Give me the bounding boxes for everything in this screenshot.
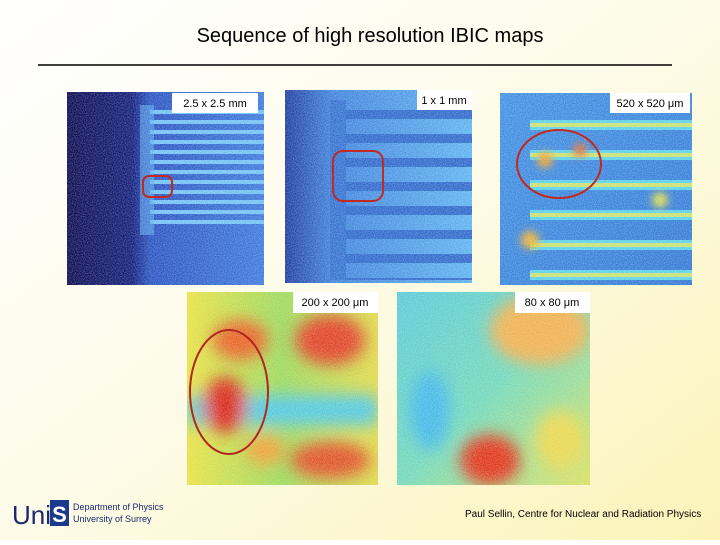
logo-mark-box (50, 500, 69, 526)
logo-university: University of Surrey (73, 514, 152, 524)
footer-credit: Paul Sellin, Centre for Nuclear and Radi… (465, 509, 701, 520)
label-box (515, 292, 590, 313)
map-label: 1 x 1 mm (421, 95, 466, 107)
map-noise (285, 90, 472, 283)
ibic-map (285, 90, 472, 283)
map-noise (500, 93, 692, 285)
ibic-map (187, 292, 378, 485)
zoom-marker (516, 129, 602, 199)
zoom-marker (189, 329, 269, 455)
ibic-map (67, 92, 264, 285)
zoom-marker (142, 175, 173, 198)
ibic-map (500, 93, 692, 285)
logo-department: Department of Physics (73, 502, 164, 512)
map-label: 200 x 200 μm (302, 297, 369, 309)
ibic-map (397, 292, 590, 485)
logo-name: Uni (12, 500, 51, 530)
map-label: 2.5 x 2.5 mm (183, 98, 247, 110)
map-label: 80 x 80 μm (525, 297, 580, 309)
label-box (293, 292, 378, 313)
map-noise (187, 292, 378, 485)
logo-mark: S (52, 502, 67, 527)
label-box (417, 90, 472, 110)
map-noise (67, 92, 264, 285)
slide-title: Sequence of high resolution IBIC maps (197, 25, 544, 47)
map-noise (397, 292, 590, 485)
map-label: 520 x 520 μm (617, 98, 684, 110)
label-box (610, 93, 690, 113)
logo: Uni S Department of Physics University o… (12, 500, 164, 530)
label-box (172, 93, 258, 113)
zoom-marker (332, 150, 384, 202)
